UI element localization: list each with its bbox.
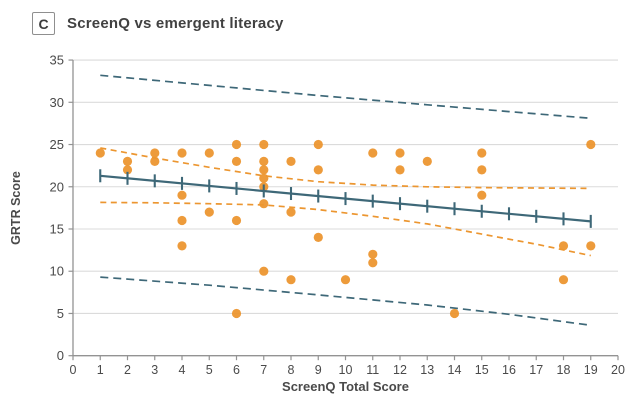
y-tick-label: 30 xyxy=(50,95,64,110)
x-tick-label: 0 xyxy=(70,363,77,377)
x-axis-title: ScreenQ Total Score xyxy=(282,379,409,394)
data-point xyxy=(368,258,378,268)
panel-label-box: C xyxy=(32,12,55,35)
x-tick-label: 8 xyxy=(288,363,295,377)
x-tick-label: 19 xyxy=(584,363,598,377)
data-point xyxy=(586,139,596,150)
y-tick-label: 25 xyxy=(50,137,64,152)
data-point xyxy=(313,139,323,150)
x-tick-label: 12 xyxy=(393,363,407,377)
data-point xyxy=(177,241,187,251)
confidence-upper-band-line xyxy=(100,147,591,190)
x-tick-label: 4 xyxy=(179,363,186,377)
data-point xyxy=(95,148,105,158)
x-tick-label: 7 xyxy=(260,363,267,377)
x-tick-label: 17 xyxy=(529,363,543,377)
data-point xyxy=(259,156,269,166)
axes xyxy=(68,59,619,361)
panel-label: C xyxy=(38,15,49,32)
data-point xyxy=(259,266,269,276)
data-point xyxy=(422,156,432,166)
data-points xyxy=(95,139,596,319)
figure-title: ScreenQ vs emergent literacy xyxy=(67,15,284,32)
x-tick-label: 5 xyxy=(206,363,213,377)
data-point xyxy=(177,190,187,200)
data-point xyxy=(340,275,351,285)
y-tick-label: 15 xyxy=(50,221,64,236)
x-tick-label: 6 xyxy=(233,363,240,377)
x-tick-label: 2 xyxy=(124,363,131,377)
data-point xyxy=(259,173,269,183)
data-point xyxy=(313,165,323,175)
data-point xyxy=(558,241,569,251)
data-point xyxy=(177,215,187,226)
x-tick-label: 11 xyxy=(366,363,379,377)
prediction-upper-band-line xyxy=(100,74,591,120)
data-point xyxy=(122,156,133,166)
x-tick-label: 14 xyxy=(448,363,462,377)
figure-header: C ScreenQ vs emergent literacy xyxy=(32,12,284,35)
x-tick-label: 10 xyxy=(339,363,353,377)
gridlines xyxy=(73,59,618,315)
data-point xyxy=(122,165,133,175)
data-point xyxy=(558,275,569,285)
x-tick-label: 9 xyxy=(315,363,322,377)
data-point xyxy=(477,165,487,175)
data-point xyxy=(204,207,214,217)
regression-tick-markers xyxy=(99,169,592,228)
data-point xyxy=(259,139,269,150)
y-tick-label: 20 xyxy=(50,179,64,194)
data-point xyxy=(477,190,487,200)
data-point xyxy=(259,199,269,209)
y-tick-label: 35 xyxy=(50,53,64,68)
data-point xyxy=(368,148,378,158)
y-tick-label: 0 xyxy=(57,348,64,363)
confidence-lower-band-line xyxy=(100,201,591,257)
prediction-lower-band-line xyxy=(100,276,591,327)
data-point xyxy=(395,165,405,175)
data-point xyxy=(204,148,214,158)
x-tick-label: 20 xyxy=(611,363,625,377)
data-point xyxy=(259,165,269,175)
y-tick-label: 5 xyxy=(57,306,64,321)
data-point xyxy=(231,156,242,166)
x-tick-label: 13 xyxy=(420,363,434,377)
data-point xyxy=(286,275,296,285)
data-point xyxy=(395,148,405,158)
x-tick-label: 3 xyxy=(151,363,158,377)
x-tick-label: 15 xyxy=(475,363,489,377)
data-point xyxy=(286,156,296,166)
data-point xyxy=(449,308,460,319)
data-point xyxy=(150,148,160,158)
data-point xyxy=(177,148,187,158)
data-point xyxy=(368,249,378,259)
data-point xyxy=(231,215,242,226)
data-point xyxy=(286,207,296,217)
tick-labels: 0 1 2 3 4 5 6 7 8 9 10 11 12 13 14 15 16 17 18 19 2005101520… xyxy=(50,53,625,378)
y-axis-title: GRTR Score xyxy=(9,171,23,245)
data-point xyxy=(231,139,242,150)
data-point xyxy=(313,232,323,242)
data-point xyxy=(231,308,242,319)
y-tick-label: 10 xyxy=(50,264,64,279)
x-tick-label: 16 xyxy=(502,363,516,377)
x-tick-label: 1 xyxy=(97,363,104,377)
data-point xyxy=(150,156,160,166)
data-point xyxy=(477,148,487,158)
data-point xyxy=(586,241,596,251)
x-tick-label: 18 xyxy=(557,363,571,377)
